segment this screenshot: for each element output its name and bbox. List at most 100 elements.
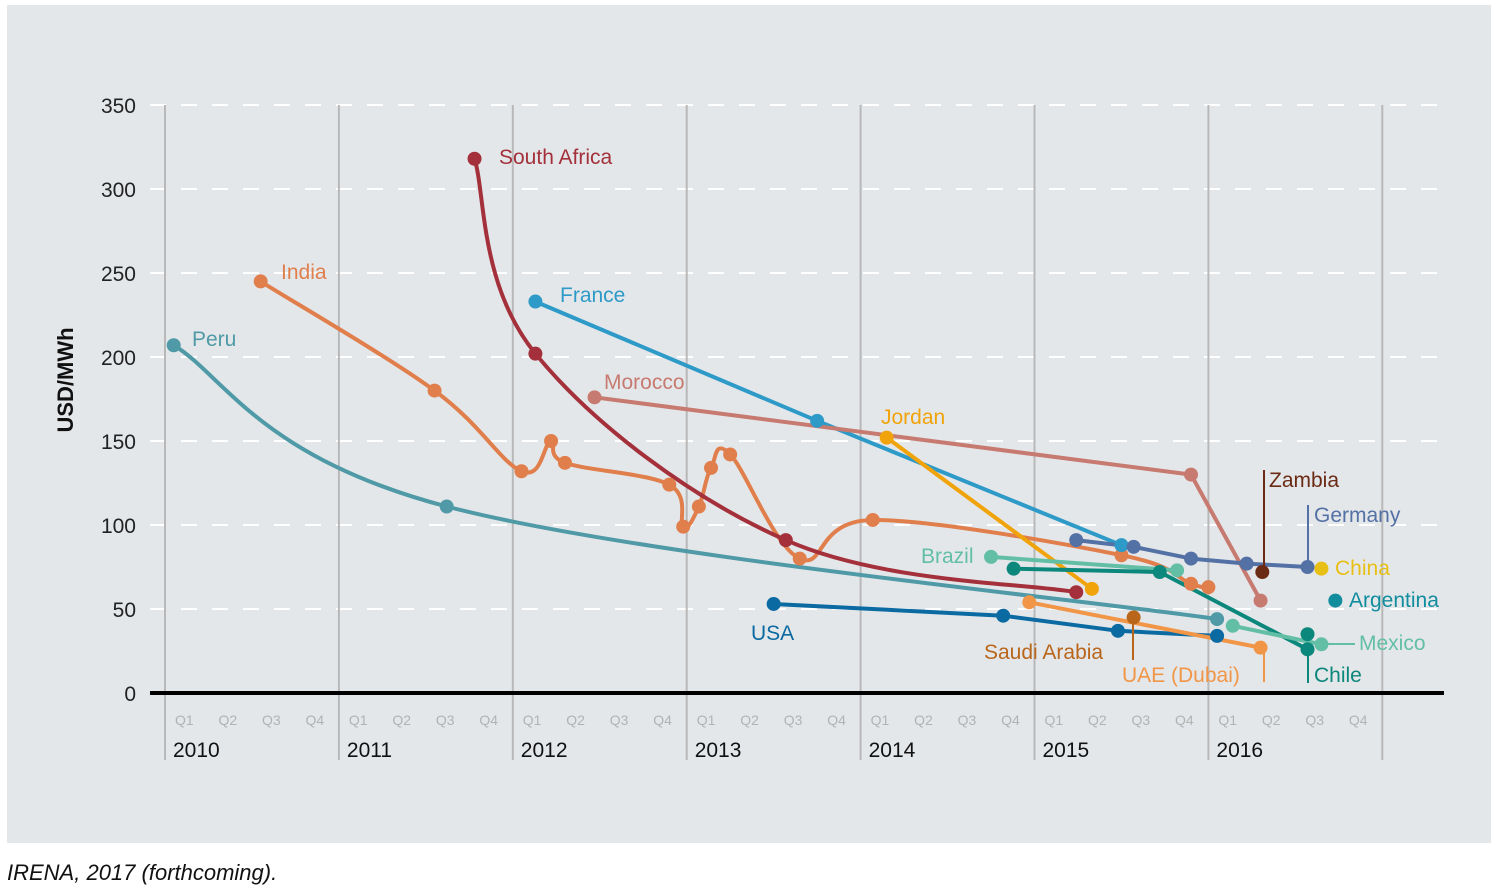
y-tick-label: 0 — [124, 683, 136, 706]
series-line-peru — [171, 343, 1220, 622]
series-label-zambia: Zambia — [1269, 469, 1339, 492]
series-label-morocco: Morocco — [604, 371, 685, 394]
data-point-usa — [996, 608, 1011, 623]
grid — [150, 104, 1444, 760]
data-point-morocco — [1184, 467, 1199, 482]
data-point-morocco — [587, 390, 602, 405]
data-point-india — [676, 519, 691, 534]
quarter-tick-label: Q2 — [914, 712, 933, 728]
year-tick-label: 2016 — [1216, 739, 1263, 762]
data-point-india — [544, 434, 559, 448]
series-labels: Peru India South Africa France Morocco Jordan… — [192, 146, 1439, 687]
series-line-brazil — [989, 554, 1180, 573]
data-point-germany — [1239, 556, 1254, 571]
data-point-morocco — [1253, 593, 1268, 608]
quarter-tick-label: Q3 — [958, 712, 977, 728]
quarter-tick-label: Q4 — [827, 712, 846, 728]
series-line-usa — [771, 602, 1220, 638]
data-point-india — [427, 383, 442, 398]
quarter-tick-label: Q2 — [1088, 712, 1107, 728]
data-point-uae-dubai — [1253, 640, 1268, 655]
quarter-tick-label: Q3 — [610, 712, 629, 728]
data-point-india — [704, 460, 719, 475]
quarter-tick-label: Q1 — [871, 712, 890, 728]
y-axis-label: USD/MWh — [53, 327, 78, 432]
series-label-france: France — [560, 284, 625, 307]
data-point-peru — [1210, 612, 1225, 627]
data-point-argentina — [1328, 593, 1343, 608]
data-point-usa — [766, 596, 781, 611]
data-point-india — [723, 447, 738, 462]
series-label-mexico: Mexico — [1359, 632, 1426, 655]
series-label-uae-dubai: UAE (Dubai) — [1122, 664, 1240, 687]
quarter-tick-label: Q4 — [1349, 712, 1368, 728]
data-point-jordan — [1084, 581, 1099, 596]
y-tick-label: 350 — [101, 95, 136, 118]
data-point-china — [1314, 561, 1329, 576]
data-point-chile — [1006, 561, 1021, 576]
data-point-france — [1114, 538, 1129, 553]
data-point-india — [1114, 548, 1129, 563]
data-point-germany — [1300, 560, 1315, 574]
quarter-tick-label: Q4 — [653, 712, 672, 728]
quarter-tick-label: Q1 — [523, 712, 542, 728]
y-tick-label: 200 — [101, 347, 136, 370]
quarter-tick-label: Q4 — [306, 712, 325, 728]
data-point-chile-q3-2016 — [1300, 627, 1315, 642]
data-point-germany — [1184, 551, 1199, 566]
series-line-mexico — [1230, 623, 1324, 647]
year-tick-label: 2011 — [347, 739, 392, 762]
y-tick-label: 150 — [101, 431, 136, 454]
data-point-india — [662, 477, 677, 492]
data-point-india — [514, 464, 529, 479]
data-point-south-africa — [467, 151, 482, 166]
data-point-germany — [1126, 539, 1141, 554]
data-point-germany — [1069, 533, 1084, 548]
series-label-china: China — [1335, 557, 1390, 580]
data-point-brazil — [1170, 563, 1185, 578]
data-point-india — [865, 512, 880, 527]
series-label-south-africa: South Africa — [499, 146, 613, 169]
year-tick-label: 2010 — [173, 739, 220, 762]
data-point-india — [691, 499, 706, 514]
data-point-chile — [1300, 642, 1315, 657]
data-point-usa — [1110, 623, 1125, 638]
data-point-south-africa — [778, 533, 793, 548]
series-label-saudi-arabia: Saudi Arabia — [984, 641, 1103, 664]
data-point-saudi-arabia — [1126, 610, 1141, 625]
quarter-tick-label: Q3 — [1305, 712, 1324, 728]
series-label-usa: USA — [751, 622, 794, 645]
year-tick-label: 2015 — [1043, 739, 1090, 762]
data-point-peru — [439, 499, 454, 514]
series-label-india: India — [281, 261, 327, 284]
data-point-peru — [166, 338, 181, 353]
data-point-zambia — [1255, 565, 1270, 580]
data-point-uae-dubai — [1022, 595, 1037, 610]
series-label-germany: Germany — [1314, 504, 1401, 527]
data-point-india — [792, 551, 807, 566]
quarter-tick-label: Q1 — [349, 712, 368, 728]
series-lines — [171, 156, 1324, 652]
data-point-south-africa — [528, 346, 543, 361]
year-tick-label: 2012 — [521, 739, 568, 762]
price-chart: 0 50 100 150 200 250 300 350 Q1 Q2 Q3 Q4 2010 Q1 Q2 Q3 Q… — [53, 95, 1444, 762]
series-label-peru: Peru — [192, 328, 236, 351]
series-label-brazil: Brazil — [921, 545, 974, 568]
quarter-tick-label: Q4 — [1175, 712, 1194, 728]
y-tick-label: 100 — [101, 515, 136, 538]
quarter-tick-label: Q2 — [566, 712, 585, 728]
axes: 0 50 100 150 200 250 300 350 Q1 Q2 Q3 Q4 2010 Q1 Q2 Q3 Q… — [101, 95, 1444, 762]
quarter-tick-label: Q2 — [219, 712, 238, 728]
quarter-tick-label: Q4 — [479, 712, 498, 728]
quarter-tick-label: Q2 — [1262, 712, 1281, 728]
data-point-usa — [1210, 628, 1225, 643]
quarter-tick-label: Q4 — [1001, 712, 1020, 728]
data-point-india — [557, 455, 572, 470]
series-line-india — [258, 279, 1211, 590]
series-line-jordan — [884, 435, 1094, 591]
data-point-india — [1201, 580, 1216, 595]
series-label-chile: Chile — [1314, 664, 1362, 687]
quarter-tick-label: Q2 — [740, 712, 759, 728]
data-point-south-africa — [1069, 585, 1084, 600]
series-label-jordan: Jordan — [881, 406, 945, 429]
